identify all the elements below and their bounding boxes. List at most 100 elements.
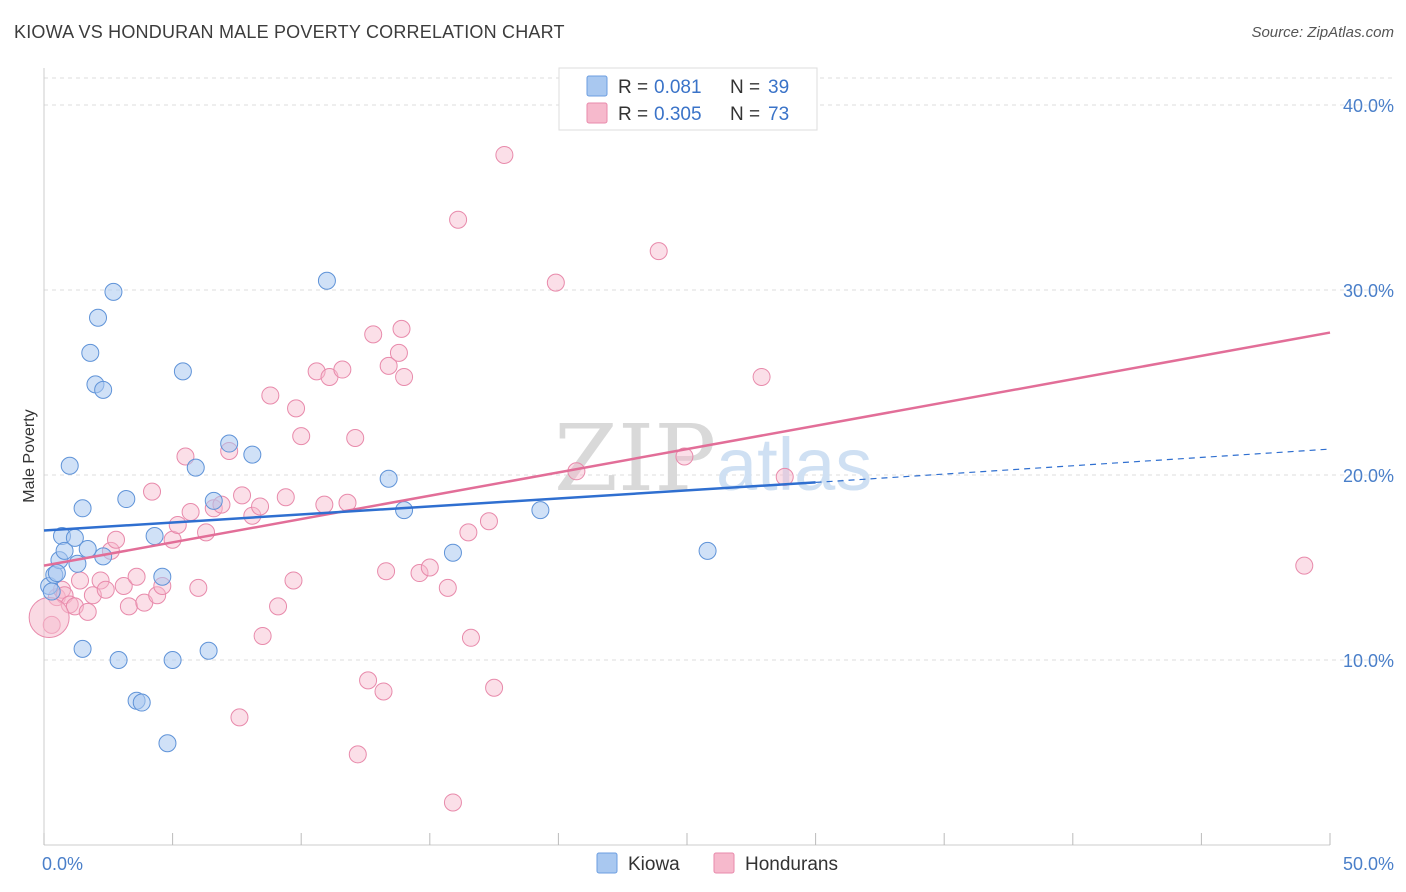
hondurans-point xyxy=(392,319,411,338)
y-tick-labels: 10.0% 20.0% 30.0% 40.0% xyxy=(1343,96,1394,671)
kiowa-point xyxy=(204,491,223,510)
hondurans-point xyxy=(546,273,565,292)
kiowa-point xyxy=(47,564,66,583)
hondurans-point xyxy=(71,571,90,590)
hondurans-point xyxy=(333,360,352,379)
legend-hondurans-r-label: R = xyxy=(618,104,648,125)
hondurans-point xyxy=(752,367,771,386)
kiowa-point xyxy=(317,271,336,290)
hondurans-point xyxy=(379,356,398,375)
hondurans-point xyxy=(176,447,195,466)
legend-hondurans-n-value: 73 xyxy=(768,104,789,125)
hondurans-point xyxy=(233,486,252,505)
hondurans-point xyxy=(91,571,110,590)
legend-box: R = 0.081 N = 39 R = 0.305 N = 73 xyxy=(558,67,818,131)
trend-lines xyxy=(43,331,1331,567)
watermark-atlas: atlas xyxy=(716,423,872,506)
kiowa-point xyxy=(89,308,108,327)
hondurans-point xyxy=(107,530,126,549)
hondurans-point xyxy=(276,488,295,507)
kiowa-point xyxy=(443,543,462,562)
legend-kiowa-swatch xyxy=(586,75,608,97)
kiowa-point xyxy=(55,541,74,560)
kiowa-trend-extension xyxy=(815,448,1331,483)
x-tick-label-max: 50.0% xyxy=(1343,854,1394,874)
legend-kiowa-n-label: N = xyxy=(730,77,760,98)
kiowa-point xyxy=(173,362,192,381)
kiowa-point xyxy=(104,282,123,301)
hondurans-point xyxy=(346,429,365,447)
kiowa-point xyxy=(81,343,100,362)
hondurans-point xyxy=(479,512,498,531)
hondurans-point xyxy=(649,242,668,261)
hondurans-point xyxy=(28,596,70,638)
legend-kiowa-n-value: 39 xyxy=(768,77,789,98)
legend-kiowa-r-label: R = xyxy=(618,77,648,98)
kiowa-point xyxy=(186,458,205,477)
grid-lines xyxy=(44,77,1392,661)
kiowa-point xyxy=(73,639,92,658)
hondurans-point xyxy=(143,482,162,501)
x-ticks xyxy=(43,833,1331,845)
hondurans-point xyxy=(261,386,280,405)
kiowa-point xyxy=(158,734,177,753)
hondurans-trend-line xyxy=(43,331,1331,567)
bottom-legend-hondurans-swatch xyxy=(713,852,735,874)
hondurans-point xyxy=(359,671,378,690)
hondurans-point xyxy=(485,678,504,697)
hondurans-point xyxy=(461,628,480,647)
kiowa-point xyxy=(73,499,92,518)
kiowa-point xyxy=(78,540,97,558)
y-axis-label: Male Poverty xyxy=(21,409,38,502)
legend-kiowa-r-value: 0.081 xyxy=(654,77,702,98)
kiowa-point xyxy=(60,456,79,475)
kiowa-point xyxy=(163,651,182,669)
hondurans-point xyxy=(348,745,367,764)
bottom-legend-kiowa-label: Kiowa xyxy=(628,854,680,875)
hondurans-point xyxy=(269,597,288,616)
hondurans-point xyxy=(287,399,306,418)
kiowa-point xyxy=(42,582,61,601)
kiowa-points xyxy=(40,271,717,753)
hondurans-point xyxy=(395,367,414,386)
hondurans-point xyxy=(119,597,138,616)
y-tick-label: 40.0% xyxy=(1343,96,1394,116)
hondurans-point xyxy=(127,567,146,586)
hondurans-point xyxy=(315,495,334,514)
y-tick-label: 10.0% xyxy=(1343,651,1394,671)
hondurans-point xyxy=(495,145,514,164)
kiowa-point xyxy=(109,651,128,669)
kiowa-point xyxy=(145,527,164,546)
hondurans-point xyxy=(410,564,429,583)
kiowa-point xyxy=(220,434,239,453)
legend-hondurans-swatch xyxy=(586,102,608,124)
hondurans-point xyxy=(189,578,208,597)
hondurans-point xyxy=(284,571,303,590)
hondurans-point xyxy=(253,626,272,645)
kiowa-point xyxy=(395,501,414,520)
hondurans-point xyxy=(449,210,468,229)
legend-hondurans-n-label: N = xyxy=(730,104,760,125)
hondurans-point xyxy=(420,558,439,577)
hondurans-point xyxy=(459,523,478,542)
kiowa-point xyxy=(117,490,136,509)
y-tick-label: 20.0% xyxy=(1343,466,1394,486)
hondurans-point xyxy=(230,708,249,727)
kiowa-point xyxy=(132,693,151,712)
kiowa-point xyxy=(379,469,398,488)
kiowa-trend-line xyxy=(43,481,816,532)
kiowa-point xyxy=(243,445,262,464)
hondurans-point xyxy=(114,577,133,595)
source-credit: Source: ZipAtlas.com xyxy=(1251,24,1394,41)
legend-hondurans-r-value: 0.305 xyxy=(654,104,702,125)
kiowa-point xyxy=(199,641,218,660)
chart-title: KIOWA VS HONDURAN MALE POVERTY CORRELATI… xyxy=(14,22,565,42)
hondurans-point xyxy=(675,447,694,466)
hondurans-point xyxy=(243,506,262,525)
hondurans-point xyxy=(168,515,187,534)
hondurans-point xyxy=(292,427,311,446)
x-tick-label-min: 0.0% xyxy=(42,854,83,874)
hondurans-point xyxy=(438,578,457,597)
kiowa-point xyxy=(698,541,717,560)
